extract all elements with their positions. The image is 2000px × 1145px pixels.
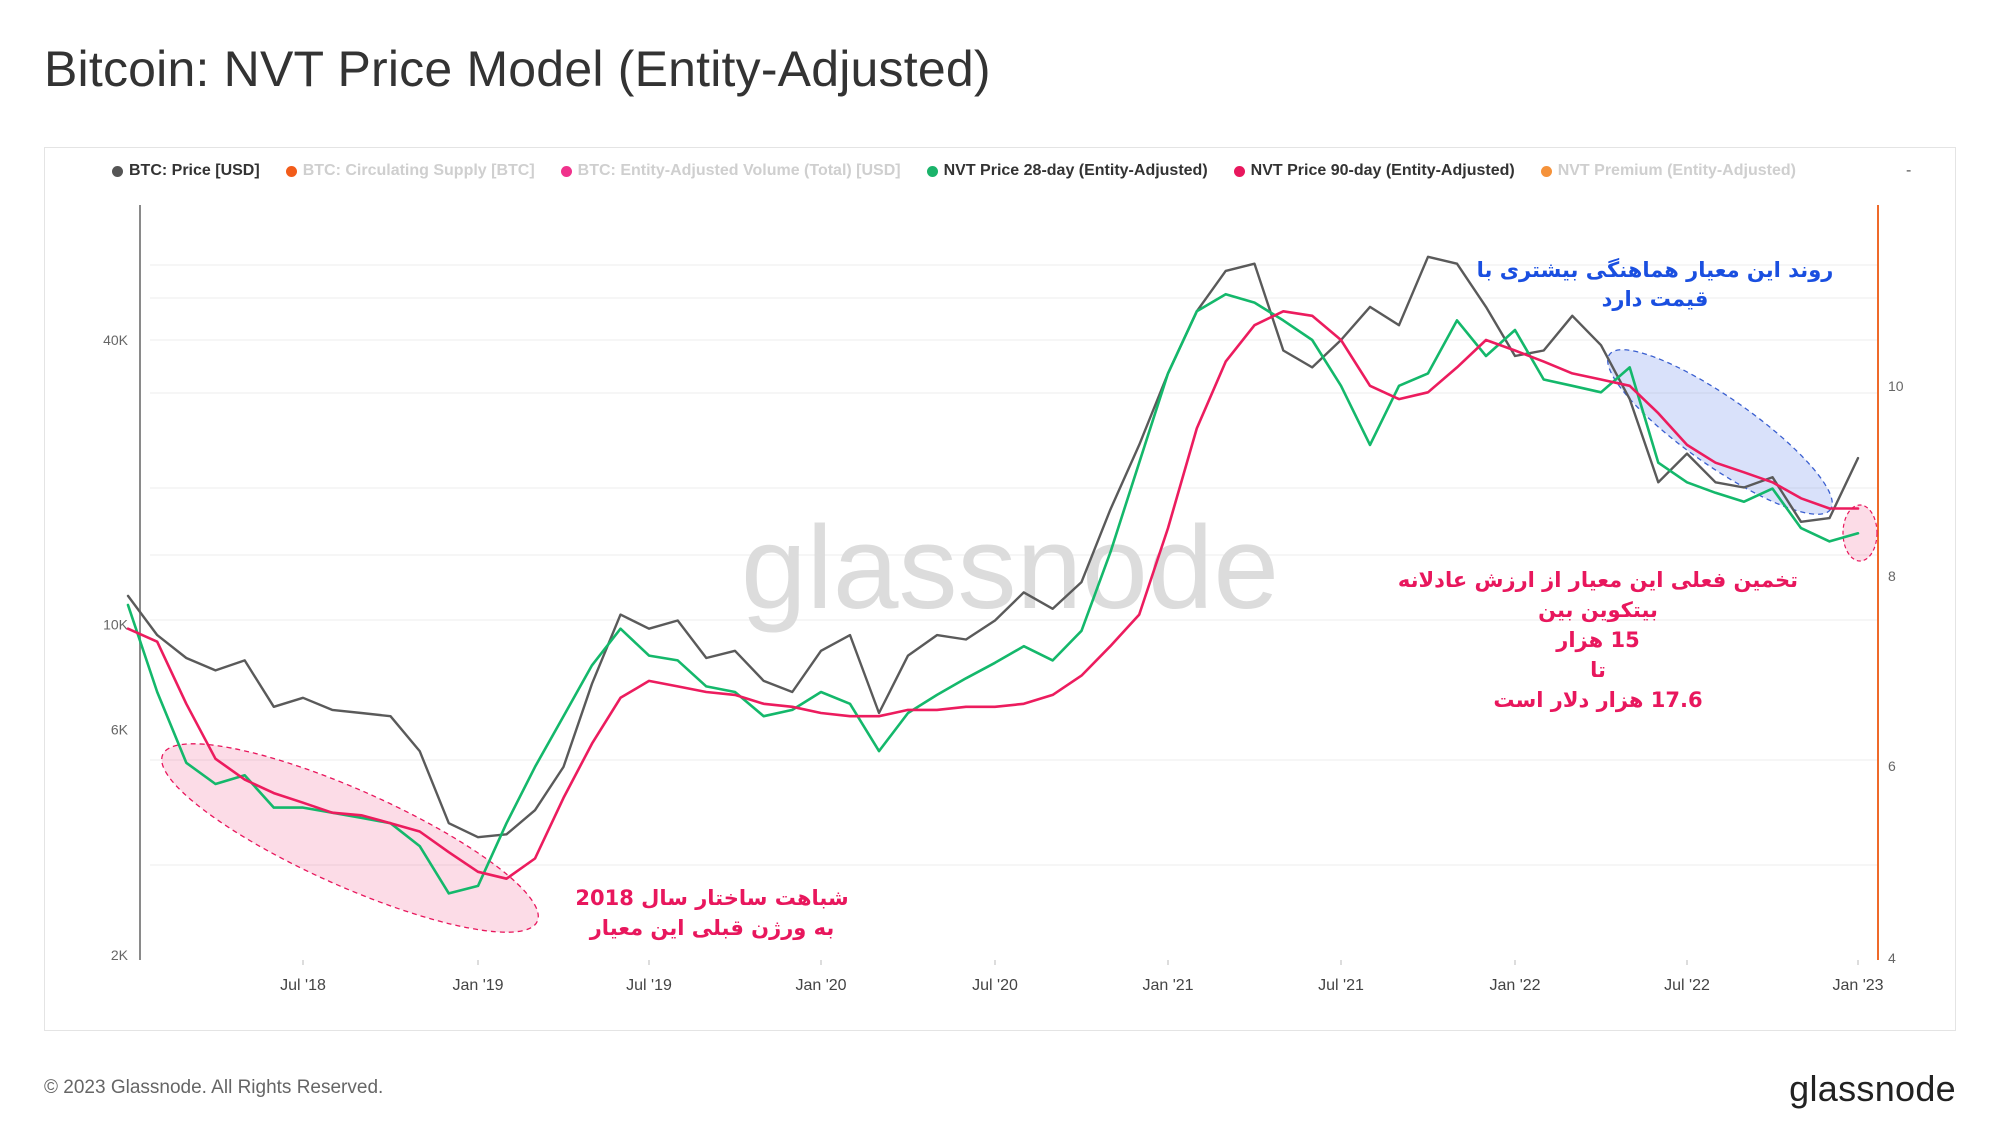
y2-tick-label: 4 xyxy=(1888,950,1896,966)
annotation-right: بیتکوین بین xyxy=(1538,598,1658,622)
y2-tick-label: 8 xyxy=(1888,568,1896,584)
legend-dot-icon xyxy=(1233,165,1245,177)
annotation-right: تخمین فعلی این معیار از ارزش عادلانه xyxy=(1398,568,1798,592)
legend-dot-icon xyxy=(926,165,938,177)
legend-more-toggle[interactable]: - xyxy=(1906,162,1912,179)
annotation-right: 17.6 هزار دلار است xyxy=(1493,688,1702,712)
x-tick-label: Jul '19 xyxy=(626,977,672,994)
x-tick-label: Jan '23 xyxy=(1832,977,1883,994)
legend-item[interactable]: BTC: Price [USD] xyxy=(112,162,260,180)
annotation-right: 15 هزار xyxy=(1555,628,1639,652)
legend-label: BTC: Entity-Adjusted Volume (Total) [USD… xyxy=(577,162,901,179)
legend-label: NVT Price 28-day (Entity-Adjusted) xyxy=(943,162,1208,179)
legend-dot-icon xyxy=(1540,165,1552,177)
annotation-left: شباهت ساختار سال 2018 xyxy=(575,886,848,910)
highlight-current-ellipse xyxy=(1842,504,1878,562)
legend-item[interactable]: NVT Price 28-day (Entity-Adjusted) xyxy=(926,162,1208,180)
x-tick-label: Jan '19 xyxy=(452,977,503,994)
x-tick-label: Jul '20 xyxy=(972,977,1018,994)
x-tick-label: Jul '22 xyxy=(1664,977,1710,994)
y2-tick-label: 10 xyxy=(1888,378,1904,394)
x-tick-label: Jul '18 xyxy=(280,977,326,994)
legend-dot-icon xyxy=(285,165,297,177)
legend-label: NVT Price 90-day (Entity-Adjusted) xyxy=(1250,162,1515,179)
y-tick-label: 6K xyxy=(111,721,129,737)
nvt-90d-line xyxy=(126,310,1860,880)
glassnode-logo: glassnode xyxy=(1789,1068,1956,1109)
legend-item[interactable]: BTC: Entity-Adjusted Volume (Total) [USD… xyxy=(560,162,901,180)
y-tick-label: 2K xyxy=(111,947,129,963)
y2-tick-label: 6 xyxy=(1888,758,1896,774)
highlight-2018-ellipse xyxy=(161,743,539,933)
x-tick-label: Jan '20 xyxy=(795,977,846,994)
legend-item[interactable]: BTC: Circulating Supply [BTC] xyxy=(285,162,535,180)
x-tick-label: Jul '21 xyxy=(1318,977,1364,994)
annotation-top-right: روند این معیار هماهنگی بیشتری با xyxy=(1477,257,1834,282)
y-tick-label: 40K xyxy=(103,332,129,348)
copyright-footer: © 2023 Glassnode. All Rights Reserved. xyxy=(44,1077,384,1098)
legend-item[interactable]: NVT Premium (Entity-Adjusted) xyxy=(1540,162,1796,180)
annotation-right: تا xyxy=(1590,658,1606,682)
annotation-top-right: قیمت دارد xyxy=(1602,287,1709,311)
legend-label: BTC: Circulating Supply [BTC] xyxy=(302,162,535,179)
legend-label: BTC: Price [USD] xyxy=(129,162,260,179)
legend: BTC: Price [USD] BTC: Circulating Supply … xyxy=(112,162,1796,180)
page-title: Bitcoin: NVT Price Model (Entity-Adjuste… xyxy=(44,41,991,97)
legend-label: NVT Premium (Entity-Adjusted) xyxy=(1557,162,1796,179)
x-tick-label: Jan '21 xyxy=(1142,977,1193,994)
y-tick-label: 10K xyxy=(103,617,129,633)
watermark-text: glassnode xyxy=(741,502,1279,634)
chart-frame xyxy=(44,147,1956,1031)
x-tick-label: Jan '22 xyxy=(1489,977,1540,994)
price-line xyxy=(126,255,1860,839)
annotation-left: به ورژن قبلی این معیار xyxy=(589,916,835,940)
legend-item[interactable]: NVT Price 90-day (Entity-Adjusted) xyxy=(1233,162,1515,180)
legend-dot-icon xyxy=(560,165,572,177)
highlight-trend-ellipse xyxy=(1607,349,1833,515)
nvt-28d-line xyxy=(126,292,1860,895)
legend-dot-icon xyxy=(112,165,123,177)
